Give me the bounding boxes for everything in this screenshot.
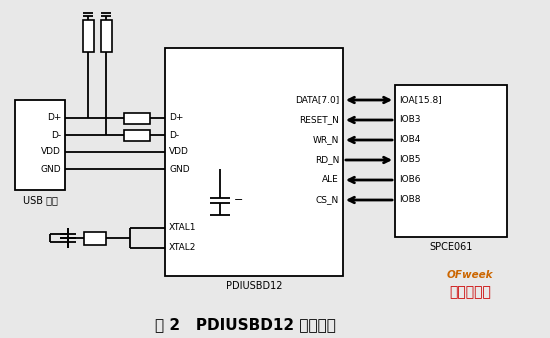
Text: IOB6: IOB6: [399, 175, 421, 185]
Bar: [124, 129, 150, 141]
Text: ALE: ALE: [322, 175, 339, 185]
Text: IOB8: IOB8: [399, 195, 421, 204]
Bar: [165, 48, 343, 276]
Text: D-: D-: [51, 130, 61, 140]
Text: DATA[7.0]: DATA[7.0]: [295, 96, 339, 104]
Text: IOB3: IOB3: [399, 116, 421, 124]
Bar: [101, 20, 112, 52]
Text: IOB4: IOB4: [399, 136, 420, 145]
Text: VDD: VDD: [169, 147, 189, 156]
Text: VDD: VDD: [41, 147, 61, 156]
Text: USB 接口: USB 接口: [23, 195, 57, 205]
Text: XTAL1: XTAL1: [169, 223, 196, 233]
Text: IOA[15.8]: IOA[15.8]: [399, 96, 442, 104]
Bar: [395, 85, 507, 237]
Text: RD_N: RD_N: [315, 155, 339, 165]
Text: PDIUSBD12: PDIUSBD12: [226, 281, 282, 291]
Text: SPCE061: SPCE061: [430, 242, 472, 252]
Text: OFweek: OFweek: [447, 270, 493, 280]
Text: CS_N: CS_N: [316, 195, 339, 204]
Text: GND: GND: [40, 165, 61, 173]
Text: RESET_N: RESET_N: [299, 116, 339, 124]
Text: IOB5: IOB5: [399, 155, 421, 165]
Bar: [15, 100, 65, 190]
Text: −: −: [234, 195, 243, 205]
Bar: [84, 232, 106, 244]
Text: D+: D+: [169, 114, 183, 122]
Bar: [124, 113, 150, 123]
Text: GND: GND: [169, 165, 190, 173]
Text: D+: D+: [47, 114, 61, 122]
Text: WR_N: WR_N: [312, 136, 339, 145]
Text: D-: D-: [169, 130, 179, 140]
Text: 图 2   PDIUSBD12 接口电路: 图 2 PDIUSBD12 接口电路: [155, 317, 336, 333]
Text: XTAL2: XTAL2: [169, 243, 196, 252]
Bar: [82, 20, 94, 52]
Text: 医疗科技网: 医疗科技网: [449, 285, 491, 299]
